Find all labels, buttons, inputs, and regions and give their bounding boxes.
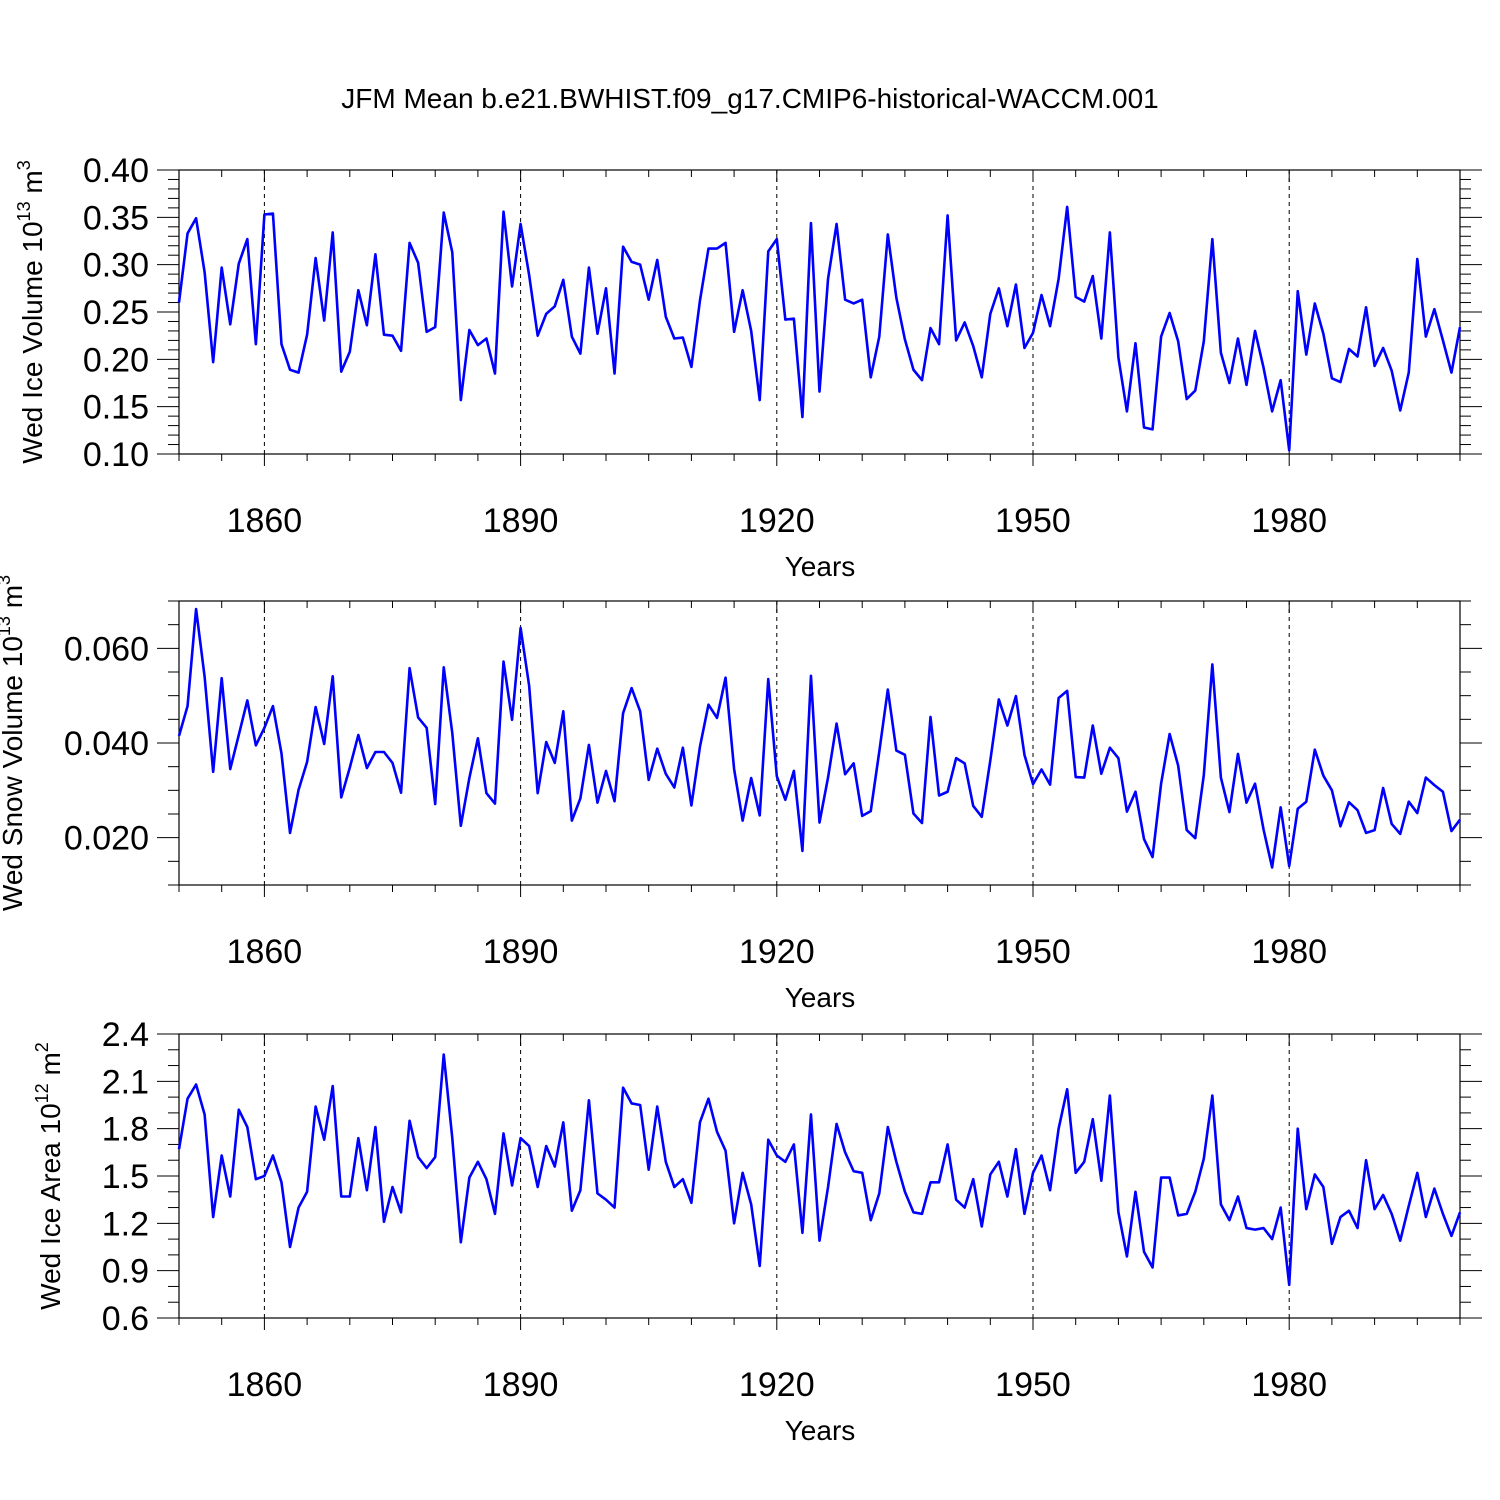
- y-tick-label: 0.10: [83, 436, 149, 474]
- x-tick-label: 1980: [1251, 1366, 1327, 1404]
- y-axis-label: Wed Snow Volume 1013 m3: [0, 575, 28, 911]
- x-tick-label: 1920: [739, 933, 815, 971]
- y-tick-label: 0.20: [83, 341, 149, 379]
- y-axis-label-unit: m: [17, 170, 48, 201]
- y-tick-label: 0.30: [83, 247, 149, 285]
- y-tick-label: 2.1: [102, 1063, 149, 1101]
- x-tick-label: 1890: [483, 933, 559, 971]
- x-tick-label: 1860: [227, 502, 303, 540]
- y-tick-label: 1.2: [102, 1205, 149, 1243]
- y-tick-label: 0.25: [83, 294, 149, 332]
- y-axis-label-unit-exp: 2: [32, 1042, 52, 1052]
- y-axis-label-exp: 13: [14, 201, 34, 221]
- panel-ice-volume: 1860 1890 1920 1950 1980 0.10 0.15 0.20 0.25 0.30…: [14, 152, 1482, 582]
- plot-frame: [178, 169, 1461, 455]
- x-tick-label: 1980: [1251, 933, 1327, 971]
- series-line: [177, 205, 1462, 452]
- y-axis-label-text: Wed Snow Volume 10: [0, 636, 28, 911]
- y-axis-label-exp: 13: [0, 616, 14, 636]
- y-tick-label: 1.5: [102, 1158, 149, 1196]
- x-tick-label: 1860: [227, 1366, 303, 1404]
- y-tick-label: 2.4: [102, 1016, 149, 1054]
- x-axis-label: Years: [785, 982, 856, 1013]
- x-axis-label: Years: [785, 1415, 856, 1446]
- y-axis-label: Wed Ice Volume 1013 m3: [14, 160, 48, 463]
- series-line: [177, 607, 1462, 869]
- y-tick-label: 0.35: [83, 199, 149, 237]
- y-axis-label-text: Wed Ice Volume 10: [17, 221, 48, 463]
- panel-snow-volume: 1860 1890 1920 1950 1980 0.020 0.040 0.060 Years…: [0, 575, 1482, 1013]
- x-axis-label: Years: [785, 551, 856, 582]
- y-axis-label-unit-exp: 3: [0, 575, 14, 585]
- y-tick-label: 0.9: [102, 1253, 149, 1291]
- y-tick-label: 0.020: [64, 820, 149, 858]
- x-tick-label: 1920: [739, 502, 815, 540]
- series-line: [177, 1053, 1462, 1287]
- x-tick-label: 1890: [483, 502, 559, 540]
- x-tick-label: 1920: [739, 1366, 815, 1404]
- y-axis-label-unit: m: [0, 585, 28, 616]
- panel-ice-area: 1860 1890 1920 1950 1980 0.6 0.9 1.2 1.5 1.8 2.1 2.…: [32, 1016, 1482, 1446]
- y-tick-label: 0.060: [64, 630, 149, 668]
- x-tick-label: 1860: [227, 933, 303, 971]
- y-axis-label-unit: m: [35, 1052, 66, 1083]
- y-tick-label: 1.8: [102, 1111, 149, 1149]
- x-tick-label: 1950: [995, 502, 1071, 540]
- y-axis-label: Wed Ice Area 1012 m2: [32, 1042, 66, 1310]
- x-tick-label: 1950: [995, 1366, 1071, 1404]
- plot-frame: [178, 1033, 1461, 1319]
- y-axis-label-text: Wed Ice Area 10: [35, 1103, 66, 1310]
- x-tick-label: 1890: [483, 1366, 559, 1404]
- y-axis-label-exp: 12: [32, 1083, 52, 1103]
- y-tick-label: 0.15: [83, 389, 149, 427]
- y-tick-label: 0.040: [64, 725, 149, 763]
- y-tick-label: 0.6: [102, 1300, 149, 1338]
- x-tick-label: 1950: [995, 933, 1071, 971]
- y-tick-label: 0.40: [83, 152, 149, 190]
- plot-frame: [178, 600, 1461, 886]
- x-tick-label: 1980: [1251, 502, 1327, 540]
- y-axis-label-unit-exp: 3: [14, 160, 34, 170]
- chart-title: JFM Mean b.e21.BWHIST.f09_g17.CMIP6-hist…: [341, 83, 1158, 114]
